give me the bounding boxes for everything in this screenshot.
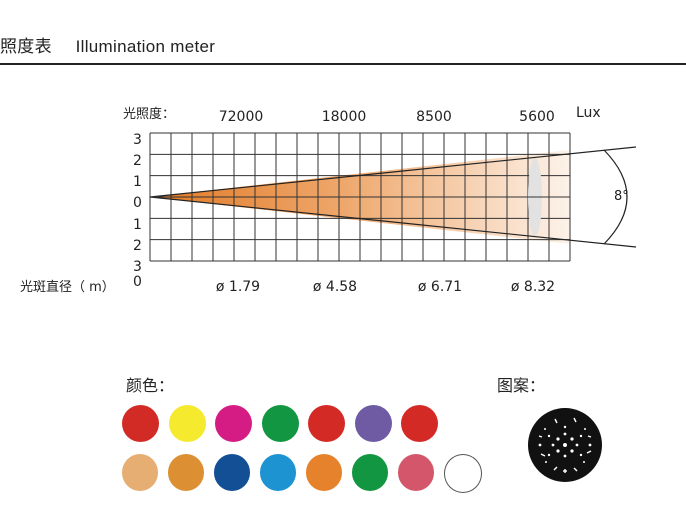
color-swatch [308, 405, 345, 442]
color-swatch [443, 454, 482, 493]
lux-value-3: 5600 [519, 109, 555, 125]
color-swatch [168, 405, 206, 442]
color-swatch [354, 405, 392, 442]
tick-label-7: 0 [133, 274, 142, 290]
color-swatch [305, 454, 343, 491]
tick-label-1: 2 [133, 153, 142, 169]
tick-label-0: 3 [133, 132, 142, 148]
tick-label-4: 1 [133, 217, 142, 233]
illumination-diagram: 8° 光照度： 72000 18000 8500 5600 Lux 3 2 1 … [20, 105, 637, 295]
lux-value-0: 72000 [219, 109, 264, 125]
color-swatch [397, 454, 435, 491]
color-swatch [215, 405, 252, 442]
lux-value-1: 18000 [322, 109, 367, 125]
color-swatch [167, 454, 205, 491]
tick-label-2: 1 [133, 174, 142, 190]
spot-value-3: ø 8.32 [511, 279, 555, 295]
beam-edge-upper [149, 146, 637, 198]
color-swatch [122, 454, 159, 491]
lux-unit: Lux [576, 105, 601, 121]
spot-value-1: ø 4.58 [313, 279, 357, 295]
page-title: 照度表 Illumination meter [0, 32, 215, 57]
color-swatch [261, 405, 299, 442]
color-row-2 [122, 454, 482, 493]
spot-diameter-label: 光斑直径（ m） [20, 280, 115, 295]
color-swatch [213, 454, 251, 491]
gobo-label: 图案： [497, 376, 546, 395]
color-swatch [122, 405, 159, 442]
color-row-1 [122, 405, 482, 442]
page-title-en: Illumination meter [75, 37, 216, 56]
tick-label-3: 0 [133, 195, 142, 211]
spot-value-2: ø 6.71 [418, 279, 462, 295]
color-swatch [351, 454, 389, 491]
illuminance-label: 光照度： [123, 106, 175, 122]
color-swatch [259, 454, 297, 491]
beam-edge-lower [149, 196, 637, 248]
color-swatch [401, 405, 438, 442]
gobo-pattern-icon [528, 408, 602, 482]
lux-value-2: 8500 [416, 109, 452, 125]
page-title-cn: 照度表 [0, 37, 52, 57]
beam-angle-label: 8° [614, 189, 629, 204]
header-divider [0, 63, 686, 65]
colors-label: 颜色： [126, 376, 175, 395]
spot-value-0: ø 1.79 [216, 279, 260, 295]
color-palette [122, 405, 482, 505]
tick-label-6: 3 [133, 259, 142, 275]
tick-label-5: 2 [133, 238, 142, 254]
beam-angle-arc [603, 149, 628, 245]
